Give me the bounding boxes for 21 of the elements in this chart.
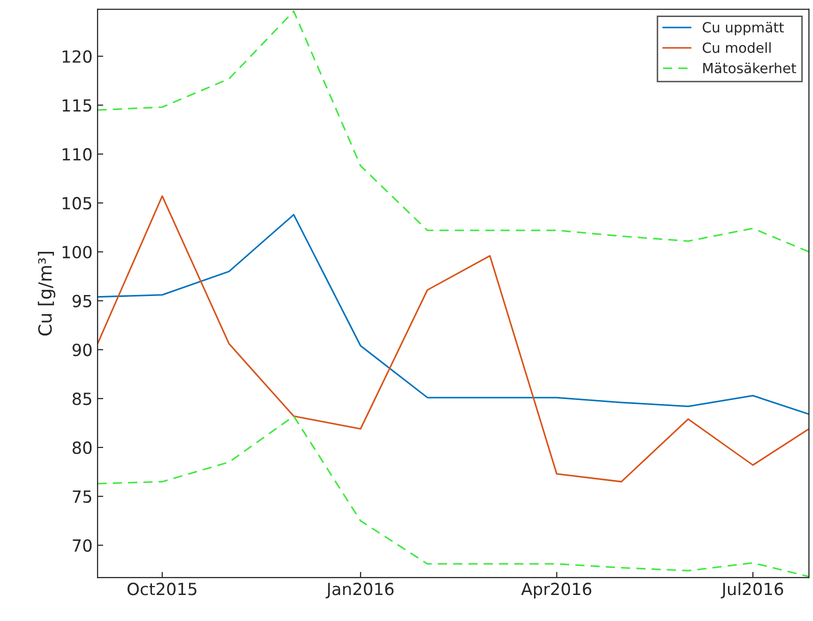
y-tick-label: 70 — [72, 539, 92, 552]
x-tick-label: Jul2016 — [720, 582, 784, 598]
y-tick-label: 110 — [62, 148, 92, 161]
legend-label: Cu uppmätt — [702, 22, 784, 36]
y-tick-label: 100 — [62, 246, 92, 258]
legend-label: Mätosäkerhet — [703, 62, 796, 74]
line-series — [98, 195, 809, 482]
line-series — [98, 214, 809, 415]
y-tick-label: 95 — [72, 294, 92, 308]
x-tick-label: Oct2015 — [128, 582, 196, 596]
y-tick-label: 105 — [62, 196, 92, 210]
y-tick-label: 115 — [62, 99, 92, 112]
y-tick-label: 90 — [72, 344, 92, 356]
y-tick-label: 120 — [62, 50, 92, 63]
x-tick-label: Apr2016 — [521, 582, 592, 599]
x-tick-label: Jan2016 — [326, 582, 394, 598]
y-tick-label: 75 — [72, 490, 92, 503]
y-tick-label: 80 — [72, 441, 92, 454]
y-axis-title: Cu [g/m³] — [38, 252, 56, 336]
legend-label: Cu modell — [702, 42, 771, 53]
y-tick-label: 85 — [72, 392, 92, 406]
